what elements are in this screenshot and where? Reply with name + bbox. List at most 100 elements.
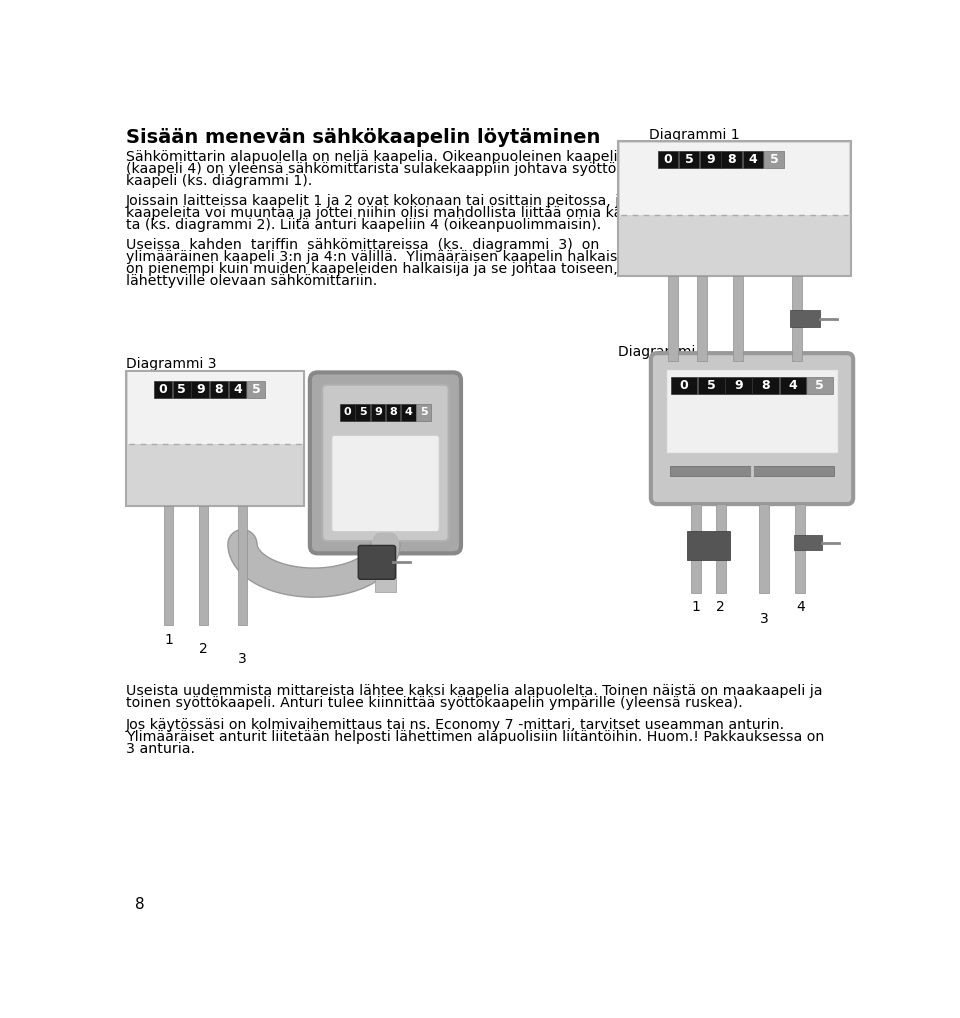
Text: 8: 8 — [389, 407, 396, 417]
Bar — [780, 377, 805, 394]
Text: 4: 4 — [749, 154, 757, 166]
Text: 5: 5 — [178, 383, 186, 396]
Bar — [715, 504, 726, 592]
Bar — [173, 381, 190, 398]
Bar — [228, 381, 247, 398]
Bar — [238, 506, 247, 625]
Text: 4: 4 — [233, 383, 242, 396]
FancyBboxPatch shape — [651, 353, 853, 504]
Bar — [210, 381, 228, 398]
Text: 3: 3 — [734, 369, 743, 383]
Text: Jos käytössäsi on kolmivaihemittaus tai ns. Economy 7 -mittari, tarvitset useamm: Jos käytössäsi on kolmivaihemittaus tai … — [126, 718, 785, 732]
Bar — [790, 310, 820, 327]
Bar — [620, 143, 850, 215]
Text: 5: 5 — [359, 407, 367, 417]
Bar — [340, 404, 354, 420]
Bar — [671, 377, 697, 394]
Bar — [666, 369, 838, 453]
Text: 1: 1 — [164, 632, 173, 646]
Bar — [792, 276, 802, 360]
Bar — [401, 404, 416, 420]
Bar — [691, 504, 701, 592]
Text: Sisään menevän sähkökaapelin löytäminen: Sisään menevän sähkökaapelin löytäminen — [126, 128, 601, 148]
Bar — [721, 152, 742, 168]
Text: Joissain laitteissa kaapelit 1 ja 2 ovat kokonaan tai osittain peitossa, jottei: Joissain laitteissa kaapelit 1 ja 2 ovat… — [126, 194, 653, 208]
Text: 3: 3 — [759, 612, 768, 626]
Text: ta (ks. diagrammi 2). Liitä anturi kaapeliin 4 (oikeanpuolimmaisin).: ta (ks. diagrammi 2). Liitä anturi kaape… — [126, 218, 602, 232]
Text: 0: 0 — [663, 154, 672, 166]
FancyBboxPatch shape — [310, 373, 461, 554]
Bar — [191, 381, 209, 398]
Text: Ylimääräiset anturit liitetään helposti lähettimen alapuolisiin liitäntöihin. Hu: Ylimääräiset anturit liitetään helposti … — [126, 730, 825, 743]
Text: 3 anturia.: 3 anturia. — [126, 741, 195, 755]
Text: 9: 9 — [373, 407, 382, 417]
Text: 0: 0 — [158, 383, 167, 396]
Bar — [126, 371, 304, 506]
Text: Useista uudemmista mittareista lähtee kaksi kaapelia alapuolelta. Toinen näistä : Useista uudemmista mittareista lähtee ka… — [126, 684, 823, 698]
Text: 0: 0 — [344, 407, 351, 417]
Bar — [794, 534, 822, 551]
Bar — [374, 546, 396, 591]
FancyBboxPatch shape — [331, 435, 440, 531]
Text: 3: 3 — [238, 652, 247, 666]
Text: Diagrammi 2: Diagrammi 2 — [618, 345, 708, 359]
Bar — [386, 404, 400, 420]
Bar — [247, 381, 265, 398]
FancyBboxPatch shape — [358, 546, 396, 579]
Bar — [764, 152, 784, 168]
Text: 5: 5 — [420, 407, 427, 417]
Text: 2: 2 — [200, 642, 208, 656]
Text: 0: 0 — [680, 379, 688, 392]
Bar — [128, 373, 303, 444]
Text: Diagrammi 1: Diagrammi 1 — [649, 128, 740, 143]
Bar — [687, 531, 730, 560]
Bar — [759, 504, 769, 592]
Bar — [199, 506, 208, 625]
Text: 2: 2 — [698, 369, 707, 383]
Bar — [806, 377, 833, 394]
Text: 5: 5 — [252, 383, 260, 396]
Text: Useissa  kahden  tariffin  sähkömittareissa  (ks.  diagrammi  3)  on: Useissa kahden tariffin sähkömittareissa… — [126, 238, 600, 252]
Bar — [164, 506, 174, 625]
Text: 2: 2 — [716, 601, 725, 614]
Text: 5: 5 — [815, 379, 825, 392]
Bar — [753, 377, 779, 394]
Bar — [733, 276, 743, 360]
Bar — [670, 465, 834, 476]
Text: ylimääräinen kaapeli 3:n ja 4:n välillä.  Ylimääräisen kaapelin halkaisija: ylimääräinen kaapeli 3:n ja 4:n välillä.… — [126, 250, 635, 264]
Bar — [743, 152, 763, 168]
Bar — [355, 404, 370, 420]
FancyBboxPatch shape — [323, 385, 448, 541]
Bar — [679, 152, 700, 168]
Bar — [725, 377, 752, 394]
Text: 8: 8 — [761, 379, 770, 392]
Bar — [658, 152, 679, 168]
Text: 1: 1 — [664, 369, 673, 383]
Text: lähettyville olevaan sähkömittariin.: lähettyville olevaan sähkömittariin. — [126, 274, 377, 288]
Bar — [417, 404, 431, 420]
Text: 4: 4 — [792, 369, 801, 383]
Bar — [155, 381, 172, 398]
Text: kaapeli (ks. diagrammi 1).: kaapeli (ks. diagrammi 1). — [126, 174, 312, 187]
Text: (kaapeli 4) on yleensä sähkömittarista sulakekaappiin johtava syöttö-: (kaapeli 4) on yleensä sähkömittarista s… — [126, 162, 622, 176]
Bar — [700, 152, 721, 168]
Text: 5: 5 — [684, 154, 694, 166]
Bar — [618, 142, 851, 276]
Text: 8: 8 — [728, 154, 736, 166]
Text: kaapeleita voi muuntaa ja jottei niihin olisi mahdollista liittää omia kaapelei-: kaapeleita voi muuntaa ja jottei niihin … — [126, 206, 671, 220]
Text: 5: 5 — [707, 379, 716, 392]
Bar — [697, 276, 708, 360]
Text: 4: 4 — [788, 379, 797, 392]
Text: Diagrammi 3: Diagrammi 3 — [126, 357, 217, 371]
Bar — [667, 276, 678, 360]
Text: 5: 5 — [770, 154, 779, 166]
Text: 1: 1 — [691, 601, 700, 614]
Text: 9: 9 — [196, 383, 204, 396]
Text: 9: 9 — [707, 154, 715, 166]
Bar — [371, 404, 385, 420]
Bar — [796, 504, 805, 592]
Text: Sähkömittarin alapuolella on neljä kaapelia. Oikeanpuoleinen kaapeli: Sähkömittarin alapuolella on neljä kaape… — [126, 150, 617, 164]
Text: on pienempi kuin muiden kaapeleiden halkaisija ja se johtaa toiseen,: on pienempi kuin muiden kaapeleiden halk… — [126, 262, 618, 276]
Text: 4: 4 — [796, 601, 804, 614]
Text: toinen syöttökaapeli. Anturi tulee kiinnittää syöttökaapelin ympärille (yleensä : toinen syöttökaapeli. Anturi tulee kiinn… — [126, 696, 743, 711]
